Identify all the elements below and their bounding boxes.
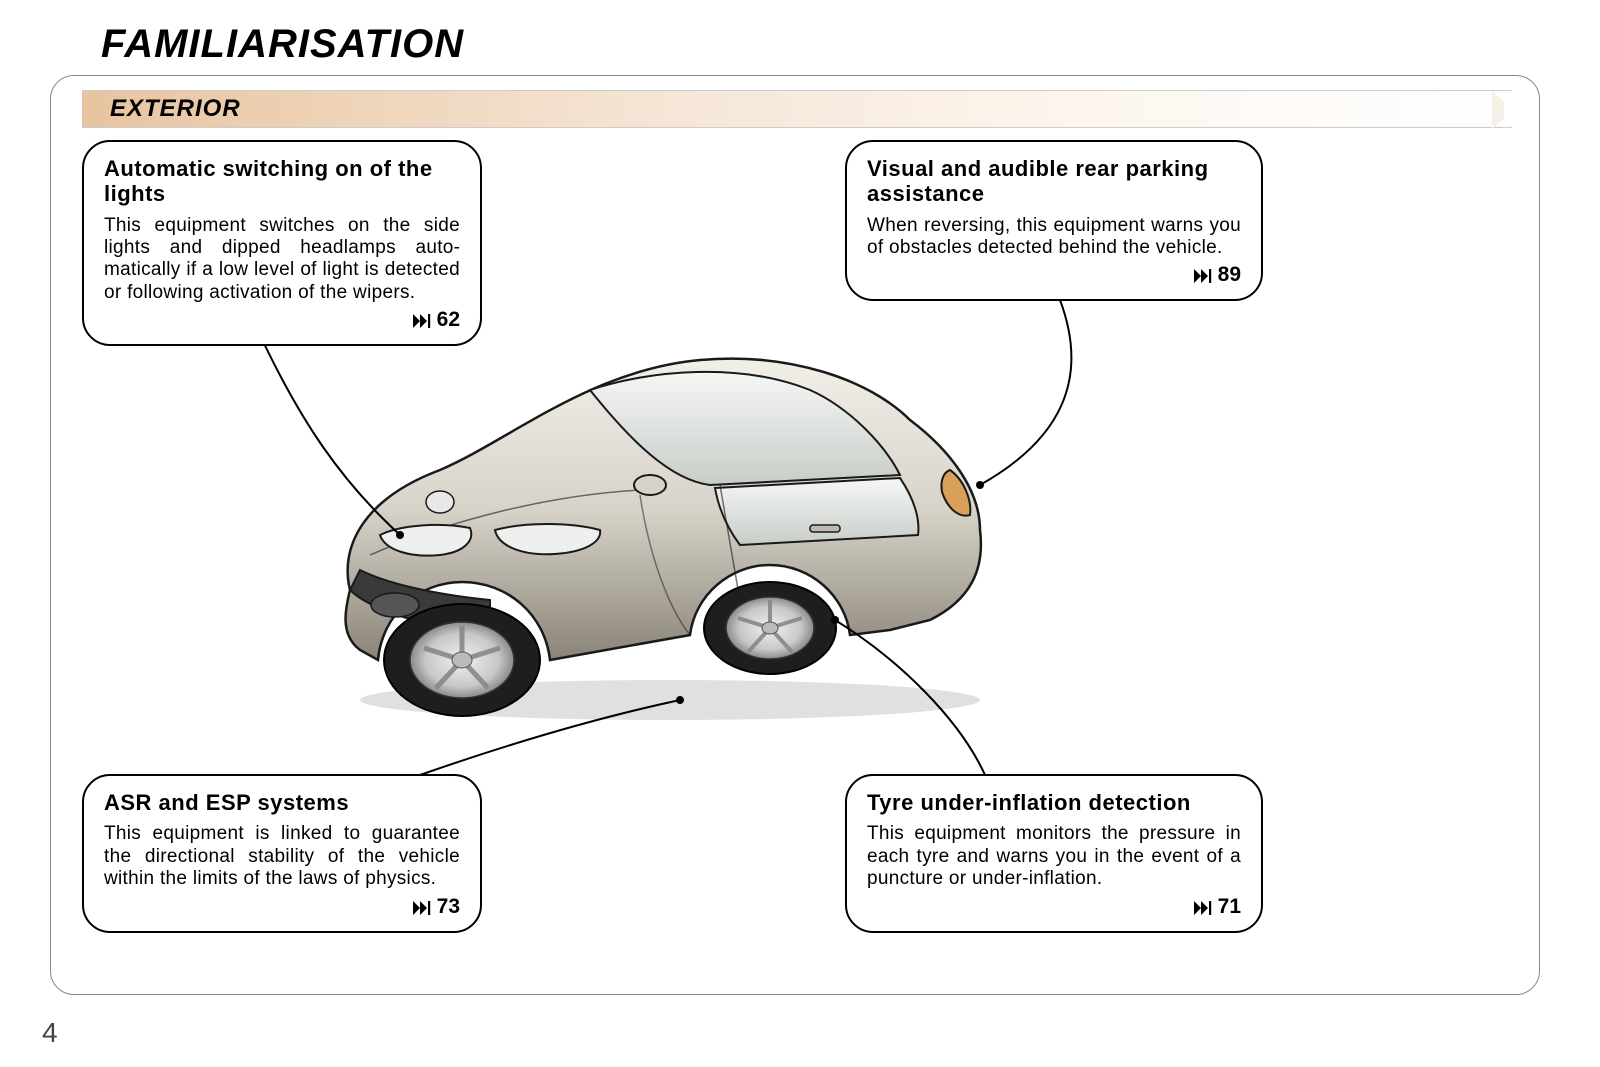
page-ref-number: 89 <box>1218 263 1241 286</box>
page-ref-number: 62 <box>437 308 460 331</box>
fast-forward-icon <box>413 897 431 921</box>
section-label: EXTERIOR <box>110 95 241 123</box>
callout-auto-lights: Automatic switching on of the lights Thi… <box>82 140 482 346</box>
callout-body: This equipment switches on the side ligh… <box>104 215 460 305</box>
page-ref[interactable]: 89 <box>867 263 1241 289</box>
page-title: FAMILIARISATION <box>95 22 470 67</box>
callout-parking-assist: Visual and audible rear parking assistan… <box>845 140 1263 301</box>
page-ref[interactable]: 71 <box>867 895 1241 921</box>
page-ref[interactable]: 62 <box>104 308 460 334</box>
callout-title: Visual and audible rear parking assistan… <box>867 156 1241 207</box>
callout-title: ASR and ESP systems <box>104 790 460 815</box>
page-ref[interactable]: 73 <box>104 895 460 921</box>
fast-forward-icon <box>1194 265 1212 289</box>
fast-forward-icon <box>1194 897 1212 921</box>
page-number: 4 <box>42 1017 58 1049</box>
fast-forward-icon <box>413 310 431 334</box>
callout-title: Tyre under-inflation detection <box>867 790 1241 815</box>
callout-tyre-detection: Tyre under-inflation detection This equi… <box>845 774 1263 933</box>
callout-body: This equipment is linked to guarantee th… <box>104 823 460 890</box>
page-ref-number: 73 <box>437 895 460 918</box>
callout-body: This equipment monitors the pressure in … <box>867 823 1241 890</box>
car-illustration <box>290 300 1010 730</box>
chevron-right-icon <box>1492 91 1514 129</box>
section-bar: EXTERIOR <box>82 90 1512 128</box>
callout-asr-esp: ASR and ESP systems This equipment is li… <box>82 774 482 933</box>
callout-title: Automatic switching on of the lights <box>104 156 460 207</box>
callout-body: When reversing, this equipment warns you… <box>867 215 1241 260</box>
page-ref-number: 71 <box>1218 895 1241 918</box>
